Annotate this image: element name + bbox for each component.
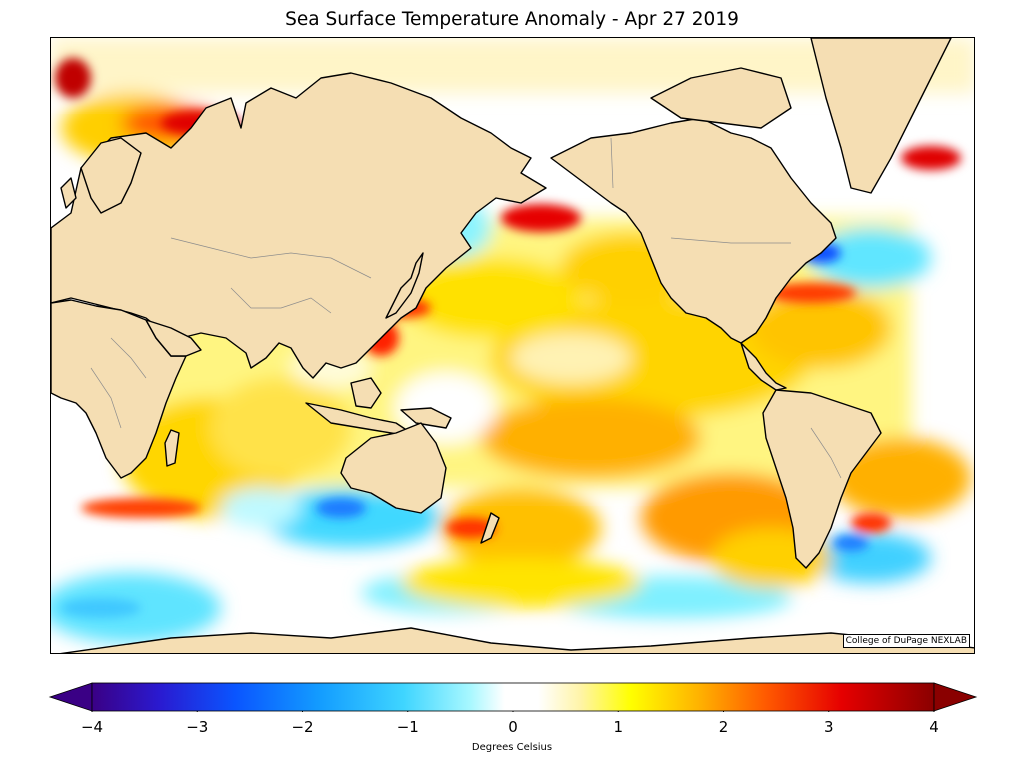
colorbar-extend-min [48,682,93,712]
greenland-landmass [810,38,952,194]
land-masses [51,38,974,653]
madagascar-landmass [164,429,180,467]
country-borders [90,137,842,479]
chart-title: Sea Surface Temperature Anomaly - Apr 27… [285,9,739,30]
eurasia-landmass [51,72,547,379]
africa-landmass [51,299,187,479]
map-canvas [51,38,974,653]
colorbar-tick-label: 0 [508,718,518,736]
japan-landmass [385,252,424,319]
arctic-islands-landmass [650,67,792,129]
colorbar-label: Degrees Celsius [471,742,553,753]
scandinavia-landmass [80,137,142,214]
central-america-landmass [740,342,787,391]
arabia-landmass [145,319,202,357]
credit-label: College of DuPage NEXLAB [842,634,970,648]
new-zealand-landmass [480,512,500,544]
colorbar-tick-label: −3 [186,718,209,736]
colorbar-tick-label: 1 [613,718,624,736]
colorbar-tick-label: 4 [929,718,939,736]
colorbar [48,682,978,712]
colorbar-tick-label: −2 [291,718,314,736]
colorbar-tick-label: −1 [396,718,419,736]
colorbar-extend-max [933,682,978,712]
sst-anomaly-map: College of DuPage NEXLAB [50,37,975,654]
colorbar-tick-label: 3 [823,718,834,736]
colorbar-tick-label: 2 [718,718,729,736]
colorbar-tick-label: −4 [80,718,104,736]
australia-landmass [340,422,447,514]
borneo-landmass [350,377,382,409]
uk-landmass [60,177,77,209]
colorbar-body [91,682,935,712]
north-america-landmass [550,117,837,344]
new-guinea-landmass [400,407,452,429]
colorbar-ticks [91,711,935,712]
south-america-landmass [762,389,882,569]
